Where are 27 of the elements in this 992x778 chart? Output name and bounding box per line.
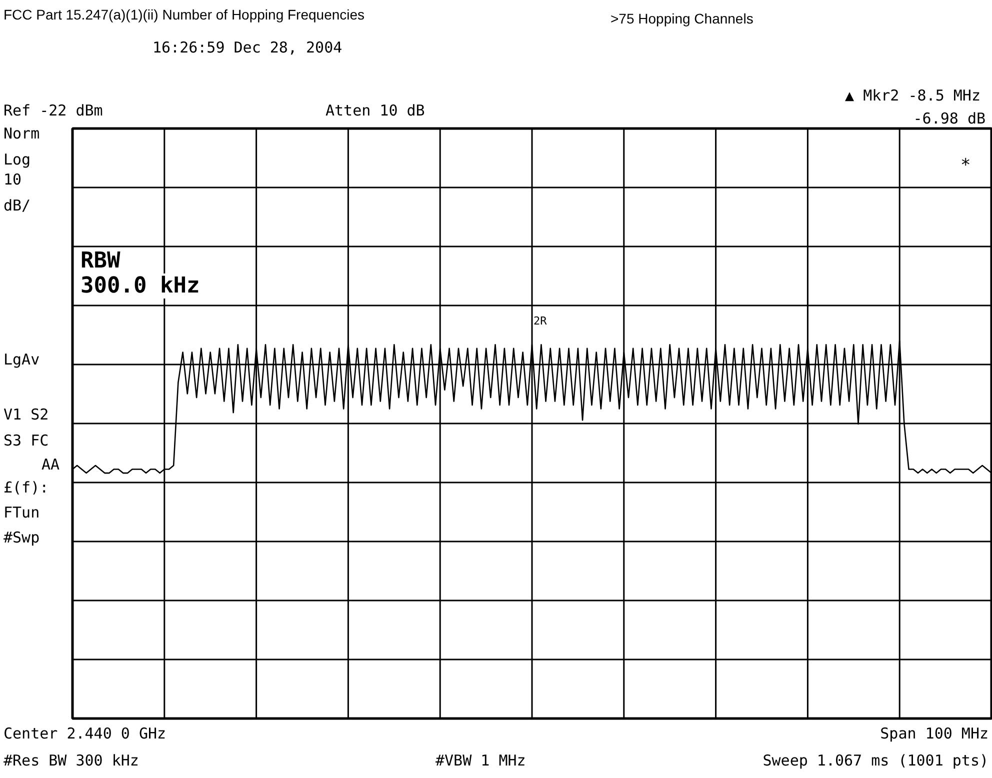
text: Atten 10 dB	[326, 102, 425, 120]
text: Log	[4, 150, 31, 168]
text: V1 S2	[4, 406, 49, 424]
text: LgAv	[4, 350, 40, 368]
text: #VBW 1 MHz	[436, 752, 526, 770]
text: Span 100 MHz	[880, 724, 989, 742]
chart-subtitle: >75 Hopping Channels	[610, 10, 754, 26]
text: dB/	[4, 196, 31, 214]
text: #Res BW 300 kHz	[4, 752, 139, 770]
text: Center 2.440 0 GHz	[4, 724, 166, 742]
chart-title: FCC Part 15.247(a)(1)(ii) Number of Hopping Frequencies	[4, 6, 365, 22]
text: *	[960, 156, 971, 176]
text: 10	[4, 170, 22, 188]
text: S3 FC	[4, 432, 49, 450]
text: Norm	[4, 124, 40, 142]
text: Sweep 1.067 ms (1001 pts)	[762, 752, 989, 770]
text: £(f):	[4, 478, 49, 496]
text: RBW	[80, 248, 121, 274]
text: FTun	[4, 504, 40, 522]
text: 300.0 kHz	[80, 274, 200, 298]
text: #Swp	[4, 528, 40, 546]
text: -6.98 dB	[913, 110, 986, 128]
text: AA	[42, 456, 60, 474]
text: 16:26:59 Dec 28, 2004	[152, 38, 342, 56]
text: 2R	[534, 314, 548, 328]
text: Ref -22 dBm	[4, 102, 103, 120]
text: ▲ Mkr2 -8.5 MHz	[845, 86, 980, 104]
